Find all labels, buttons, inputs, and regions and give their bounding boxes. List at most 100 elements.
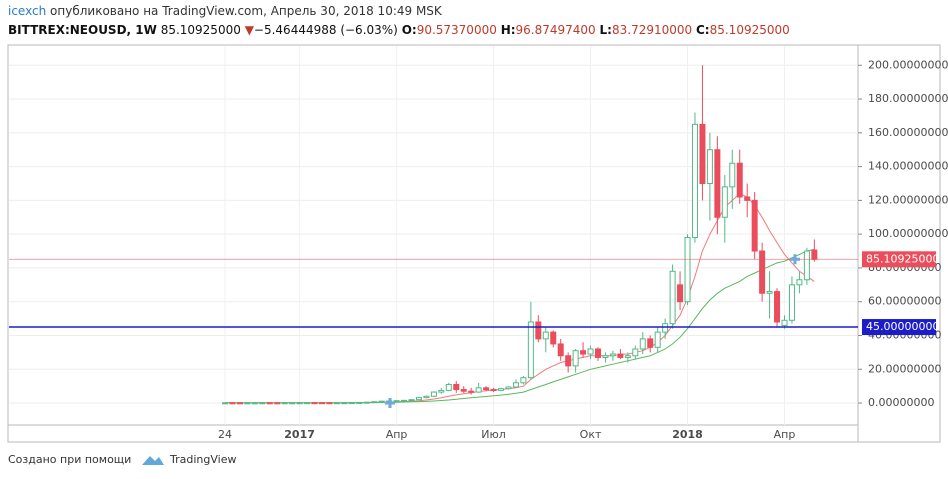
candle-body — [236, 402, 243, 405]
candle-body — [714, 149, 721, 218]
candle-body — [580, 350, 587, 355]
candle-body — [222, 402, 228, 405]
candle-body — [415, 397, 422, 401]
candle-body — [259, 402, 266, 405]
event-marker — [385, 398, 395, 409]
candle-body — [423, 395, 430, 399]
candle-body — [453, 383, 460, 391]
candle-body — [699, 123, 706, 184]
candle-body — [289, 402, 296, 405]
y-tick-label: 100.00000000 — [868, 227, 948, 240]
candle-body — [647, 338, 654, 348]
l-label: L: — [600, 23, 612, 37]
published: опубликовано на TradingView.com, Апрель … — [50, 4, 443, 18]
candle-body — [736, 162, 743, 198]
candle-body — [803, 250, 810, 281]
event-marker — [790, 254, 800, 265]
candle-body — [617, 353, 624, 358]
h-label: H: — [501, 23, 516, 37]
candle-body — [542, 331, 549, 340]
candle-body — [811, 249, 818, 260]
candle-body — [490, 389, 497, 392]
candle-body — [460, 389, 467, 392]
candle-body — [691, 123, 698, 239]
candle-body — [677, 284, 684, 303]
candle-body — [468, 390, 475, 393]
symbol-line: BITTREX:NEOUSD, 1W 85.10925000 ▼−5.46444… — [8, 23, 790, 37]
candle-body — [304, 402, 311, 405]
candle-body — [475, 387, 482, 393]
y-tick-label: 160.00000000 — [868, 126, 948, 139]
candle-body — [729, 162, 736, 188]
candle-body — [669, 270, 676, 325]
level-label-box — [862, 319, 936, 336]
candle-body — [311, 402, 318, 405]
candle-body — [498, 388, 505, 391]
candle-body — [796, 279, 803, 286]
candle-body — [662, 323, 669, 333]
header-line: icexch опубликовано на TradingView.com, … — [8, 4, 443, 18]
candle-body — [244, 402, 251, 405]
footer-text: Создано при помощи — [8, 453, 131, 466]
candle-body — [505, 386, 512, 390]
x-tick-label: Апр — [774, 428, 796, 441]
candle-body — [639, 338, 646, 350]
candle-body — [438, 389, 445, 393]
y-tick-label: 60.00000000 — [868, 295, 941, 308]
candle-body — [632, 348, 639, 357]
o-label: O: — [402, 23, 417, 37]
candle-body — [684, 237, 691, 303]
high: 96.87497400 — [516, 23, 596, 37]
candle-body — [348, 402, 355, 405]
candle-body — [766, 291, 773, 294]
open: 90.57370000 — [417, 23, 497, 37]
candle-body — [595, 348, 601, 358]
candle-body — [535, 321, 542, 340]
candle-body — [774, 291, 781, 323]
candle-body — [751, 199, 758, 252]
x-tick-label: 2017 — [284, 428, 315, 441]
candle-body — [557, 343, 564, 357]
close: 85.10925000 — [710, 23, 790, 37]
candle-body — [654, 331, 661, 348]
candle-body — [281, 402, 288, 405]
candle-body — [744, 196, 751, 201]
change: −5.46444988 (−6.03%) — [254, 23, 398, 37]
level-label: 45.00000000 — [866, 320, 939, 333]
arrow: ▼ — [245, 23, 255, 37]
candle-body — [363, 401, 370, 404]
candle-body — [393, 400, 400, 403]
symbol: BITTREX:NEOUSD, 1W — [8, 23, 157, 37]
candle-body — [587, 348, 594, 355]
candle-body — [550, 331, 557, 345]
candle-body — [408, 399, 415, 402]
chart-frame — [7, 44, 941, 443]
candle-body — [333, 402, 340, 405]
level-label-box — [862, 251, 936, 268]
candle-body — [572, 350, 579, 367]
candle-body — [401, 399, 408, 402]
y-tick-label: 20.00000000 — [868, 362, 941, 375]
logo — [142, 456, 164, 465]
x-tick-label: 24 — [218, 428, 232, 441]
footer-brand[interactable]: TradingView — [169, 453, 236, 466]
candle-body — [706, 149, 713, 184]
candle-body — [788, 284, 795, 321]
candle-body — [326, 402, 333, 405]
candle-body — [512, 382, 519, 388]
y-tick-label: 200.00000000 — [868, 58, 948, 71]
candle-body — [520, 377, 527, 384]
candle-body — [759, 250, 766, 294]
x-tick-label: Окт — [580, 428, 602, 441]
candle-body — [356, 401, 363, 404]
candle-body — [565, 355, 572, 367]
candle-body — [609, 353, 616, 357]
candle-body — [721, 186, 728, 218]
user[interactable]: icexch — [8, 4, 46, 18]
level-label: 85.10925000 — [866, 252, 939, 265]
y-tick-label: 120.00000000 — [868, 193, 948, 206]
candle-body — [371, 401, 378, 404]
candle-body — [318, 402, 325, 405]
low: 83.72910000 — [612, 23, 692, 37]
